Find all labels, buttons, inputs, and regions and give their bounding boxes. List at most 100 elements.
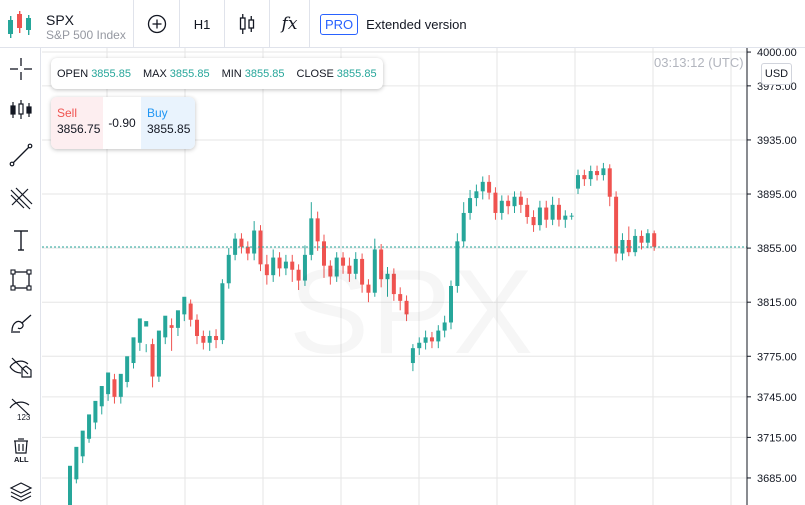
candle-body <box>595 171 600 176</box>
candle-body <box>80 430 85 457</box>
candle-body <box>455 241 460 286</box>
candle-body <box>601 168 606 176</box>
candle <box>156 330 161 382</box>
sell-button[interactable]: Sell 3856.75 <box>51 97 103 149</box>
open-value: 3855.85 <box>91 67 131 80</box>
interval-button[interactable]: H1 <box>179 0 224 48</box>
compare-button[interactable] <box>133 0 179 48</box>
candle <box>398 287 403 311</box>
candles-series <box>68 162 657 505</box>
candle-body <box>493 192 498 213</box>
hide-drawings-button[interactable] <box>0 346 41 387</box>
candle-body <box>372 249 377 293</box>
candle-body <box>652 233 657 247</box>
drawing-toolbar: 123 ALL <box>0 48 41 505</box>
candle <box>404 295 409 322</box>
currency-button[interactable]: USD <box>761 63 792 85</box>
candle <box>544 200 549 228</box>
candle <box>423 330 428 350</box>
candle <box>391 268 396 301</box>
delete-all-text: ALL <box>14 455 29 463</box>
candle <box>264 254 269 285</box>
layers-button[interactable] <box>0 471 41 505</box>
candle <box>245 241 250 261</box>
trend-line-icon <box>9 143 32 166</box>
candle-body <box>163 315 168 338</box>
candle-body <box>499 200 504 213</box>
rectangle-tool-button[interactable] <box>0 259 41 300</box>
candle <box>195 314 199 345</box>
candle <box>302 245 307 286</box>
close-label: CLOSE <box>296 67 334 80</box>
candle-body <box>537 207 542 226</box>
extended-version-label: Extended version <box>366 16 467 32</box>
candle <box>436 325 441 349</box>
candle <box>417 337 422 355</box>
candle-body <box>366 284 371 293</box>
indicators-button[interactable]: fx <box>269 0 309 48</box>
candle <box>576 169 580 195</box>
price-tick-label: 4000.00 <box>757 48 797 59</box>
candle-body <box>258 230 263 265</box>
candle-body <box>544 207 549 220</box>
candle <box>106 372 111 401</box>
candle-body <box>341 257 346 266</box>
buy-button[interactable]: Buy 3855.85 <box>141 97 195 149</box>
delete-all-icon: ALL <box>13 437 29 463</box>
trend-line-tool-button[interactable] <box>0 134 41 175</box>
indicator-tool-button[interactable] <box>0 89 41 130</box>
brush-icon <box>10 314 31 333</box>
symbol-selector[interactable]: SPX S&P 500 Index <box>46 12 126 42</box>
crosshair-tool-button[interactable] <box>0 48 41 89</box>
brush-tool-button[interactable] <box>0 302 41 343</box>
candle <box>633 229 638 257</box>
delete-all-button[interactable]: ALL <box>0 429 41 470</box>
text-tool-button[interactable] <box>0 219 41 260</box>
candle <box>182 296 187 322</box>
candle <box>137 318 142 351</box>
candle <box>360 253 365 293</box>
extended-version-button[interactable]: PRO Extended version <box>309 0 477 48</box>
pro-badge: PRO <box>320 13 359 35</box>
candle-body <box>626 239 631 253</box>
price-axis-background <box>747 48 805 505</box>
max-label: MAX <box>142 67 167 80</box>
candle-body <box>480 181 485 192</box>
price-chart[interactable]: 4000.003975.003935.003895.003855.003815.… <box>42 48 805 505</box>
candle-body <box>309 218 314 255</box>
candle <box>429 331 434 349</box>
candle <box>201 330 206 350</box>
candle <box>334 252 339 282</box>
candle-body <box>188 303 193 320</box>
candle-body <box>290 261 295 270</box>
price-tick-label: 3895.00 <box>757 189 797 201</box>
hide-price-labels-button[interactable]: 123 <box>0 388 41 429</box>
price-axis[interactable]: 4000.003975.003935.003895.003855.003815.… <box>746 48 805 505</box>
candle-body <box>169 325 174 328</box>
candle-body <box>87 414 92 439</box>
candle-body <box>512 196 517 207</box>
price-tick-label: 3775.00 <box>757 351 797 363</box>
candle <box>125 356 130 388</box>
candle-body <box>633 235 638 253</box>
candle-body <box>334 257 339 277</box>
candle-body <box>429 337 434 342</box>
candle-body <box>614 196 619 254</box>
chart-area[interactable]: 4000.00 3975.00 3935.00 3895.00 3855.00 3815.… <box>42 48 805 505</box>
open-label: OPEN <box>57 67 89 80</box>
candle-body <box>156 330 161 377</box>
candle <box>410 344 415 372</box>
candle <box>366 279 371 303</box>
candle <box>582 169 587 186</box>
candle-body <box>322 241 326 266</box>
price-tick-label: 3935.00 <box>757 135 797 147</box>
ohlc-legend: OPEN 3855.85 MAX 3855.85 MIN 3855.85 CLOSE 3… <box>51 58 383 89</box>
candle <box>99 386 104 415</box>
pitchfork-tool-button[interactable] <box>0 177 41 218</box>
candle-body <box>271 257 276 276</box>
candle <box>74 446 79 484</box>
candle-body <box>474 191 479 199</box>
chart-type-button[interactable] <box>224 0 269 48</box>
candle-body <box>195 319 199 336</box>
price-tick-label: 3855.00 <box>757 243 797 255</box>
